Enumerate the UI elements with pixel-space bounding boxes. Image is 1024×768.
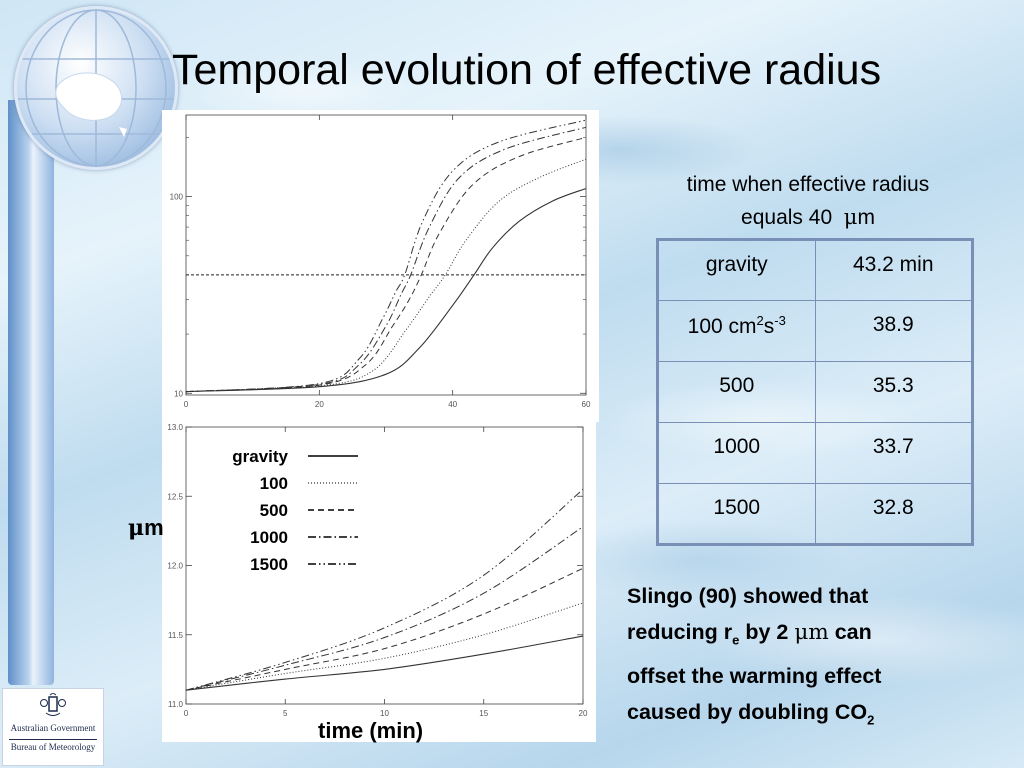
- y-tick-label: 100: [170, 193, 184, 202]
- y-tick-label: 10: [174, 389, 183, 398]
- logo-divider: [9, 739, 97, 740]
- results-table: gravity 43.2 min 100 cm2s-3 38.9 500 35.…: [656, 238, 974, 546]
- bottom-chart-panel: 0 5 10 15 20 11.0 11.5 12.0 12.5 13.0 gravity 100 50…: [162, 422, 596, 742]
- x-tick-label: 20: [579, 709, 588, 718]
- top-chart-panel: 0 20 40 60 10 100: [162, 110, 599, 422]
- plot-frame: [185, 426, 584, 705]
- table-row: 1500 32.8: [657, 483, 973, 545]
- table-caption-line1: time when effective radius: [686, 173, 930, 196]
- x-tick-label: 60: [582, 400, 591, 409]
- series-line-1500: [185, 119, 587, 393]
- table-cell-value: 38.9: [814, 300, 973, 362]
- table-cell-value: 43.2 min: [814, 239, 973, 301]
- government-logo: Australian Government Bureau of Meteorol…: [2, 688, 104, 766]
- table-row: 1000 33.7: [657, 422, 973, 484]
- x-tick-label: 0: [184, 709, 189, 718]
- y-tick-label: 11.0: [168, 700, 184, 709]
- legend-label-1500: 1500: [250, 555, 288, 574]
- table-cell-value: 32.8: [814, 483, 973, 545]
- y-tick-label: 11.5: [168, 631, 184, 640]
- x-axis-label: time (min): [318, 718, 424, 743]
- legend-label-1000: 1000: [250, 528, 288, 547]
- table-caption-line2: equals 40 μm: [741, 205, 875, 229]
- series-line-100: [185, 158, 587, 393]
- x-tick-label: 0: [184, 400, 189, 409]
- log-scale-radius-chart: 0 20 40 60 10 100: [170, 114, 591, 409]
- slide-title: Temporal evolution of effective radius: [172, 46, 882, 94]
- series-line-500: [185, 567, 584, 691]
- table-cell-label: 1000: [657, 422, 816, 484]
- linear-radius-chart: 0 5 10 15 20 11.0 11.5 12.0 12.5 13.0 gravity 100 50…: [167, 423, 588, 718]
- x-tick-label: 40: [448, 400, 457, 409]
- note-line1: Slingo (90) showed that: [627, 584, 869, 608]
- globe-logo-icon: [14, 6, 178, 170]
- x-tick-label: 20: [315, 400, 324, 409]
- decorative-sidebar-bar: [8, 100, 54, 685]
- table-cell-label: 500: [657, 361, 816, 423]
- note-line4: caused by doubling CO2: [627, 700, 875, 728]
- logo-text-bureau: Bureau of Meteorology: [10, 742, 96, 752]
- series-line-gravity: [185, 635, 584, 691]
- series-line-100: [185, 602, 584, 691]
- table-row: gravity 43.2 min: [657, 239, 973, 301]
- table-cell-label: gravity: [657, 239, 816, 301]
- series-line-500: [185, 136, 587, 393]
- series-line-1000: [185, 126, 587, 393]
- series-line-gravity: [185, 187, 587, 393]
- legend-label-gravity: gravity: [232, 447, 288, 466]
- series-line-1500: [185, 488, 584, 691]
- y-tick-label: 13.0: [167, 423, 183, 432]
- note-line3: offset the warming effect: [627, 664, 882, 689]
- series-line-1000: [185, 526, 584, 691]
- table-row: 500 35.3: [657, 361, 973, 423]
- x-tick-label: 10: [380, 709, 389, 718]
- table-row: 100 cm2s-3 38.9: [657, 300, 973, 362]
- legend-label-500: 500: [260, 501, 288, 520]
- y-tick-label: 12.0: [167, 562, 183, 571]
- table-cell-value: 33.7: [814, 422, 973, 484]
- x-tick-label: 5: [283, 709, 288, 718]
- coat-of-arms-icon: [40, 693, 66, 716]
- legend-label-100: 100: [260, 474, 288, 493]
- table-cell-label: 100 cm2s-3: [657, 300, 816, 362]
- table-cell-label: 1500: [657, 483, 816, 545]
- x-tick-label: 15: [479, 709, 488, 718]
- plot-frame: [185, 114, 587, 396]
- logo-text-government: Australian Government: [10, 723, 96, 733]
- table-cell-value: 35.3: [814, 361, 973, 423]
- y-tick-label: 12.5: [167, 492, 183, 501]
- conclusion-note: Slingo (90) showed that reducing re by 2…: [627, 578, 1007, 739]
- note-line2: reducing re by 2 μm can: [627, 620, 872, 648]
- y-axis-unit-label: μm: [128, 515, 164, 541]
- table-caption: time when effective radius equals 40 μm: [636, 168, 980, 234]
